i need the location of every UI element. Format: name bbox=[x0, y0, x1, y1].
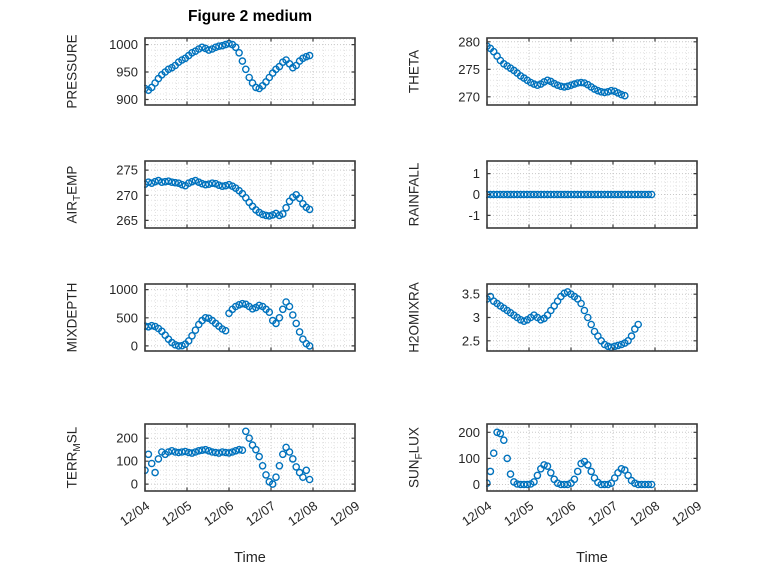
svg-text:12/07: 12/07 bbox=[243, 498, 278, 529]
svg-text:1000: 1000 bbox=[109, 37, 138, 52]
svg-text:200: 200 bbox=[116, 431, 138, 446]
theta-chart: 270 275 280 bbox=[458, 34, 698, 106]
svg-text:12/08: 12/08 bbox=[285, 498, 320, 529]
svg-text:1: 1 bbox=[473, 166, 480, 181]
y-axis-label-mixdepth: MIXDEPTH bbox=[64, 282, 80, 353]
svg-text:0: 0 bbox=[473, 477, 480, 492]
subplot-pressure: PRESSURE 900 950 1000 bbox=[53, 30, 356, 113]
svg-text:270: 270 bbox=[458, 89, 480, 104]
sun-flux-chart: 0 100 200 12/04 12/05 12/06 12/07 12/08 12/09 bbox=[458, 423, 704, 529]
svg-text:12/05: 12/05 bbox=[159, 498, 194, 529]
svg-text:0: 0 bbox=[473, 187, 480, 202]
svg-text:280: 280 bbox=[458, 34, 480, 49]
svg-text:275: 275 bbox=[458, 62, 480, 77]
svg-text:2.5: 2.5 bbox=[462, 333, 480, 348]
svg-text:265: 265 bbox=[116, 213, 138, 228]
x-axis-title-right: Time bbox=[576, 550, 608, 566]
svg-text:200: 200 bbox=[458, 425, 480, 440]
svg-text:-1: -1 bbox=[468, 208, 480, 223]
svg-text:0: 0 bbox=[131, 338, 138, 353]
svg-text:12/06: 12/06 bbox=[543, 498, 578, 529]
air-temp-chart: 265 270 275 bbox=[116, 160, 356, 229]
svg-text:12/04: 12/04 bbox=[117, 498, 152, 529]
y-axis-label-terr-msl: TERRMSL bbox=[64, 426, 84, 489]
pressure-chart: 900 950 1000 bbox=[109, 37, 356, 107]
svg-text:12/05: 12/05 bbox=[501, 498, 536, 529]
svg-text:275: 275 bbox=[116, 163, 138, 178]
svg-text:1000: 1000 bbox=[109, 282, 138, 297]
rainfall-chart: -1 0 1 bbox=[468, 160, 698, 229]
svg-text:12/08: 12/08 bbox=[627, 498, 662, 529]
subplot-mixdepth: MIXDEPTH 0 500 1000 bbox=[53, 276, 356, 359]
svg-text:950: 950 bbox=[116, 65, 138, 80]
svg-text:12/09: 12/09 bbox=[327, 498, 362, 529]
subplot-h2omixra: H2OMIXRA 2.5 3 3.5 bbox=[395, 276, 698, 359]
subplot-rainfall: RAINFALL -1 0 1 bbox=[395, 153, 698, 236]
svg-text:500: 500 bbox=[116, 310, 138, 325]
mixdepth-chart: 0 500 1000 bbox=[109, 282, 356, 353]
h2omixra-chart: 2.5 3 3.5 bbox=[462, 283, 698, 352]
svg-text:900: 900 bbox=[116, 92, 138, 107]
svg-text:12/09: 12/09 bbox=[669, 498, 704, 529]
svg-text:3: 3 bbox=[473, 310, 480, 325]
subplot-air-temp: AIRTEMP 265 270 275 bbox=[53, 153, 356, 236]
subplot-sun-flux: SUNFLUX 0 100 200 12/04 12/05 12/06 12/07 12/08… bbox=[395, 416, 704, 529]
y-axis-label-h2omixra: H2OMIXRA bbox=[406, 282, 422, 353]
subplot-terr-msl: TERRMSL 0 100 200 12/04 12/05 12/06 12/07 12/08… bbox=[53, 416, 362, 529]
y-axis-label-sun-flux: SUNFLUX bbox=[406, 427, 426, 488]
svg-text:0: 0 bbox=[131, 477, 138, 492]
svg-text:100: 100 bbox=[458, 451, 480, 466]
svg-text:270: 270 bbox=[116, 188, 138, 203]
subplot-theta: THETA 270 275 280 bbox=[395, 30, 698, 113]
x-axis-title-left: Time bbox=[234, 550, 266, 566]
figure-title: Figure 2 medium bbox=[187, 8, 313, 25]
svg-text:12/07: 12/07 bbox=[585, 498, 620, 529]
svg-text:12/04: 12/04 bbox=[459, 498, 494, 529]
svg-text:12/06: 12/06 bbox=[201, 498, 236, 529]
svg-text:3.5: 3.5 bbox=[462, 287, 480, 302]
svg-text:100: 100 bbox=[116, 454, 138, 469]
terr-msl-chart: 0 100 200 12/04 12/05 12/06 12/07 12/08 12/09 bbox=[116, 423, 362, 529]
